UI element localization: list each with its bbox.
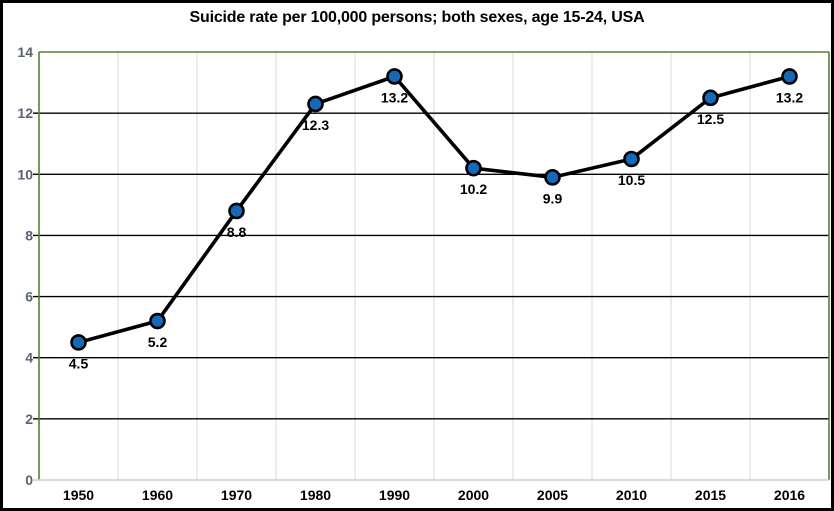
data-label-2000: 10.2 <box>460 181 487 197</box>
x-tick-label-1970: 1970 <box>221 487 252 503</box>
data-point-1960 <box>149 312 166 330</box>
x-tick-label-1950: 1950 <box>63 487 94 503</box>
y-tick-label-4: 4 <box>25 350 33 366</box>
x-tick-label-1980: 1980 <box>300 487 331 503</box>
x-tick-label-2000: 2000 <box>458 487 489 503</box>
data-point-2016 <box>781 68 798 85</box>
chart-title: Suicide rate per 100,000 persons; both s… <box>189 9 645 26</box>
data-point-2010 <box>623 150 640 168</box>
line-chart-canvas: 4.5 5.2 8.8 12.3 13.2 10.2 9.9 10.5 12.5 13.2 0 2 4 6… <box>17 44 830 503</box>
y-tick-label-14: 14 <box>17 44 33 60</box>
data-point-1950 <box>70 334 87 351</box>
data-point-1970 <box>228 202 245 220</box>
x-tick-label-2016: 2016 <box>774 487 805 503</box>
data-label-1950: 4.5 <box>69 355 89 371</box>
x-tick-label-2010: 2010 <box>616 487 647 503</box>
data-point-1980 <box>307 95 324 113</box>
data-label-2015: 12.5 <box>697 111 724 127</box>
x-tick-label-1990: 1990 <box>379 487 410 503</box>
x-tick-label-2005: 2005 <box>537 487 568 503</box>
data-label-2016: 13.2 <box>776 89 803 105</box>
data-label-1990: 13.2 <box>381 89 408 105</box>
x-tick-label-2015: 2015 <box>695 487 726 503</box>
data-point-2000 <box>465 159 482 177</box>
y-tick-label-12: 12 <box>17 105 33 121</box>
y-tick-label-6: 6 <box>25 289 33 305</box>
data-label-1960: 5.2 <box>148 334 168 350</box>
data-label-1970: 8.8 <box>227 224 247 240</box>
data-point-2015 <box>702 89 719 107</box>
y-tick-label-0: 0 <box>25 472 33 488</box>
data-point-2005 <box>544 169 561 186</box>
data-label-2010: 10.5 <box>618 172 645 188</box>
y-tick-label-2: 2 <box>25 411 33 427</box>
data-point-1990 <box>386 68 403 85</box>
data-label-2005: 9.9 <box>543 190 563 206</box>
x-tick-label-1960: 1960 <box>142 487 173 503</box>
y-tick-label-8: 8 <box>25 227 33 243</box>
data-label-1980: 12.3 <box>302 117 329 133</box>
series-line <box>78 74 790 345</box>
y-tick-label-10: 10 <box>17 166 33 182</box>
